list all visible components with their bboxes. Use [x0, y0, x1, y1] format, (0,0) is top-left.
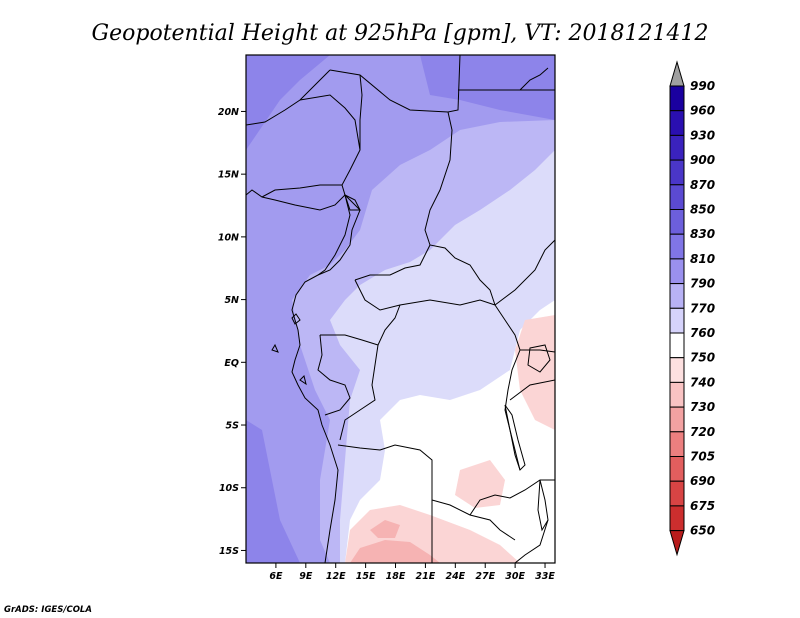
- colorbar-label: 650: [690, 524, 715, 538]
- lat-tick-label: 15N: [218, 170, 239, 181]
- colorbar-label: 770: [690, 301, 715, 315]
- colorbar-label: 690: [690, 474, 715, 488]
- colorbar-label: 750: [690, 351, 715, 365]
- colorbar-label: 960: [690, 104, 715, 118]
- credit-label: GrADS: IGES/COLA: [4, 605, 92, 615]
- colorbar-top-arrow: [669, 60, 685, 87]
- colorbar-label: 705: [690, 450, 715, 464]
- lake-malawi: [537, 479, 549, 532]
- field-band-830-850: [246, 55, 330, 150]
- colorbar-box: [669, 505, 685, 532]
- lat-ticks: 20N 15N 10N 5N EQ 5S 10S 15S: [218, 107, 246, 557]
- colorbar-box: [669, 110, 685, 136]
- colorbar-box: [669, 332, 685, 359]
- colorbar-box: [669, 381, 685, 408]
- field-band-750-760-east: [515, 315, 555, 430]
- lon-tick-label: 18E: [386, 571, 406, 582]
- lon-tick-label: 27E: [475, 571, 495, 582]
- colorbar-box: [669, 480, 685, 507]
- figure-title: Geopotential Height at 925hPa [gpm], VT:…: [92, 21, 709, 46]
- colorbar-box: [669, 233, 685, 260]
- lat-tick-label: 10S: [219, 483, 239, 494]
- lon-tick-label: 6E: [269, 571, 283, 582]
- lat-tick-label: 5N: [224, 295, 239, 306]
- map-panel: 20N 15N 10N 5N EQ 5S 10S 15S 6E 9E 12E 15E 18E 21E 24…: [218, 54, 556, 582]
- colorbar-label: 930: [690, 128, 715, 142]
- lake-tanganyika: [504, 404, 526, 471]
- field-band-830-850-sw: [246, 420, 300, 563]
- border-mali-niger: [299, 94, 361, 151]
- border-congo-drc: [339, 344, 379, 441]
- border-tanzania: [509, 379, 555, 401]
- colorbar-box: [669, 184, 685, 211]
- coast-islands: [271, 343, 307, 386]
- colorbar-label: 790: [690, 277, 715, 291]
- colorbar-label: 740: [690, 375, 715, 389]
- colorbar-box: [669, 258, 685, 285]
- colorbar-box: [669, 159, 685, 186]
- colorbar-box: [669, 283, 685, 309]
- border-drc-angola: [337, 444, 516, 541]
- lon-tick-label: 9E: [299, 571, 313, 582]
- boundaries: [246, 55, 555, 563]
- colorbar-label: 900: [690, 153, 715, 167]
- colorbar-label: 810: [690, 252, 715, 266]
- border-east-africa: [520, 349, 555, 353]
- border-sudan-ethiopia: [494, 239, 555, 306]
- colorbar-label: 760: [690, 326, 715, 340]
- lat-tick-label: 20N: [218, 107, 239, 118]
- map-frame: [245, 54, 556, 564]
- lon-tick-label: 15E: [356, 571, 376, 582]
- field-band-760-770: [345, 300, 555, 563]
- border-chad-car: [354, 244, 431, 281]
- colorbar-label: 675: [690, 499, 715, 513]
- colorbar-box: [669, 357, 685, 383]
- border-ne-corner: [519, 67, 549, 91]
- colorbar-label: 870: [690, 178, 715, 192]
- lat-tick-label: 10N: [218, 232, 239, 243]
- border-nw-algeria: [246, 69, 331, 126]
- field-band-lt-750-b: [370, 520, 400, 538]
- lat-tick-label: 5S: [226, 421, 240, 432]
- lat-tick-label: EQ: [224, 358, 239, 369]
- lake-chad: [344, 194, 361, 211]
- colorbar-label: 730: [690, 400, 715, 414]
- bioko-island: [291, 313, 301, 325]
- colorbar-label: 830: [690, 227, 715, 241]
- colorbar-label: 720: [690, 425, 715, 439]
- border-gabon: [317, 334, 351, 416]
- lon-tick-label: 21E: [416, 571, 436, 582]
- border-car-congo: [354, 279, 496, 311]
- colorbar-box: [669, 456, 685, 482]
- colorbar-box: [669, 209, 685, 235]
- coastline-west-africa: [246, 189, 361, 563]
- lon-ticks: 6E 9E 12E 15E 18E 21E 24E 27E 30E 33E: [269, 563, 555, 582]
- colorbar: 990 960 930 900 870 850 830 810 790 770 760 750 740 7…: [669, 60, 715, 557]
- lon-tick-label: 12E: [326, 571, 346, 582]
- border-nigeria-niger: [261, 184, 342, 198]
- height-field: [246, 55, 555, 563]
- lon-tick-label: 30E: [505, 571, 525, 582]
- border-nigeria-cameroon: [317, 194, 351, 276]
- colorbar-label: 850: [690, 203, 715, 217]
- field-band-830-850-ne: [420, 55, 555, 120]
- colorbar-label: 990: [690, 79, 715, 93]
- lon-tick-label: 33E: [535, 571, 555, 582]
- field-band-lt-750: [350, 540, 440, 563]
- border-mozambique: [514, 519, 549, 563]
- colorbar-box: [669, 134, 685, 161]
- colorbar-box: [669, 307, 685, 334]
- colorbar-box: [669, 406, 685, 433]
- lat-tick-label: 15S: [219, 546, 239, 557]
- lon-tick-label: 24E: [445, 571, 465, 582]
- colorbar-box: [669, 431, 685, 457]
- colorbar-box: [669, 85, 685, 112]
- colorbar-bottom-arrow: [669, 530, 685, 557]
- lake-victoria: [527, 344, 551, 373]
